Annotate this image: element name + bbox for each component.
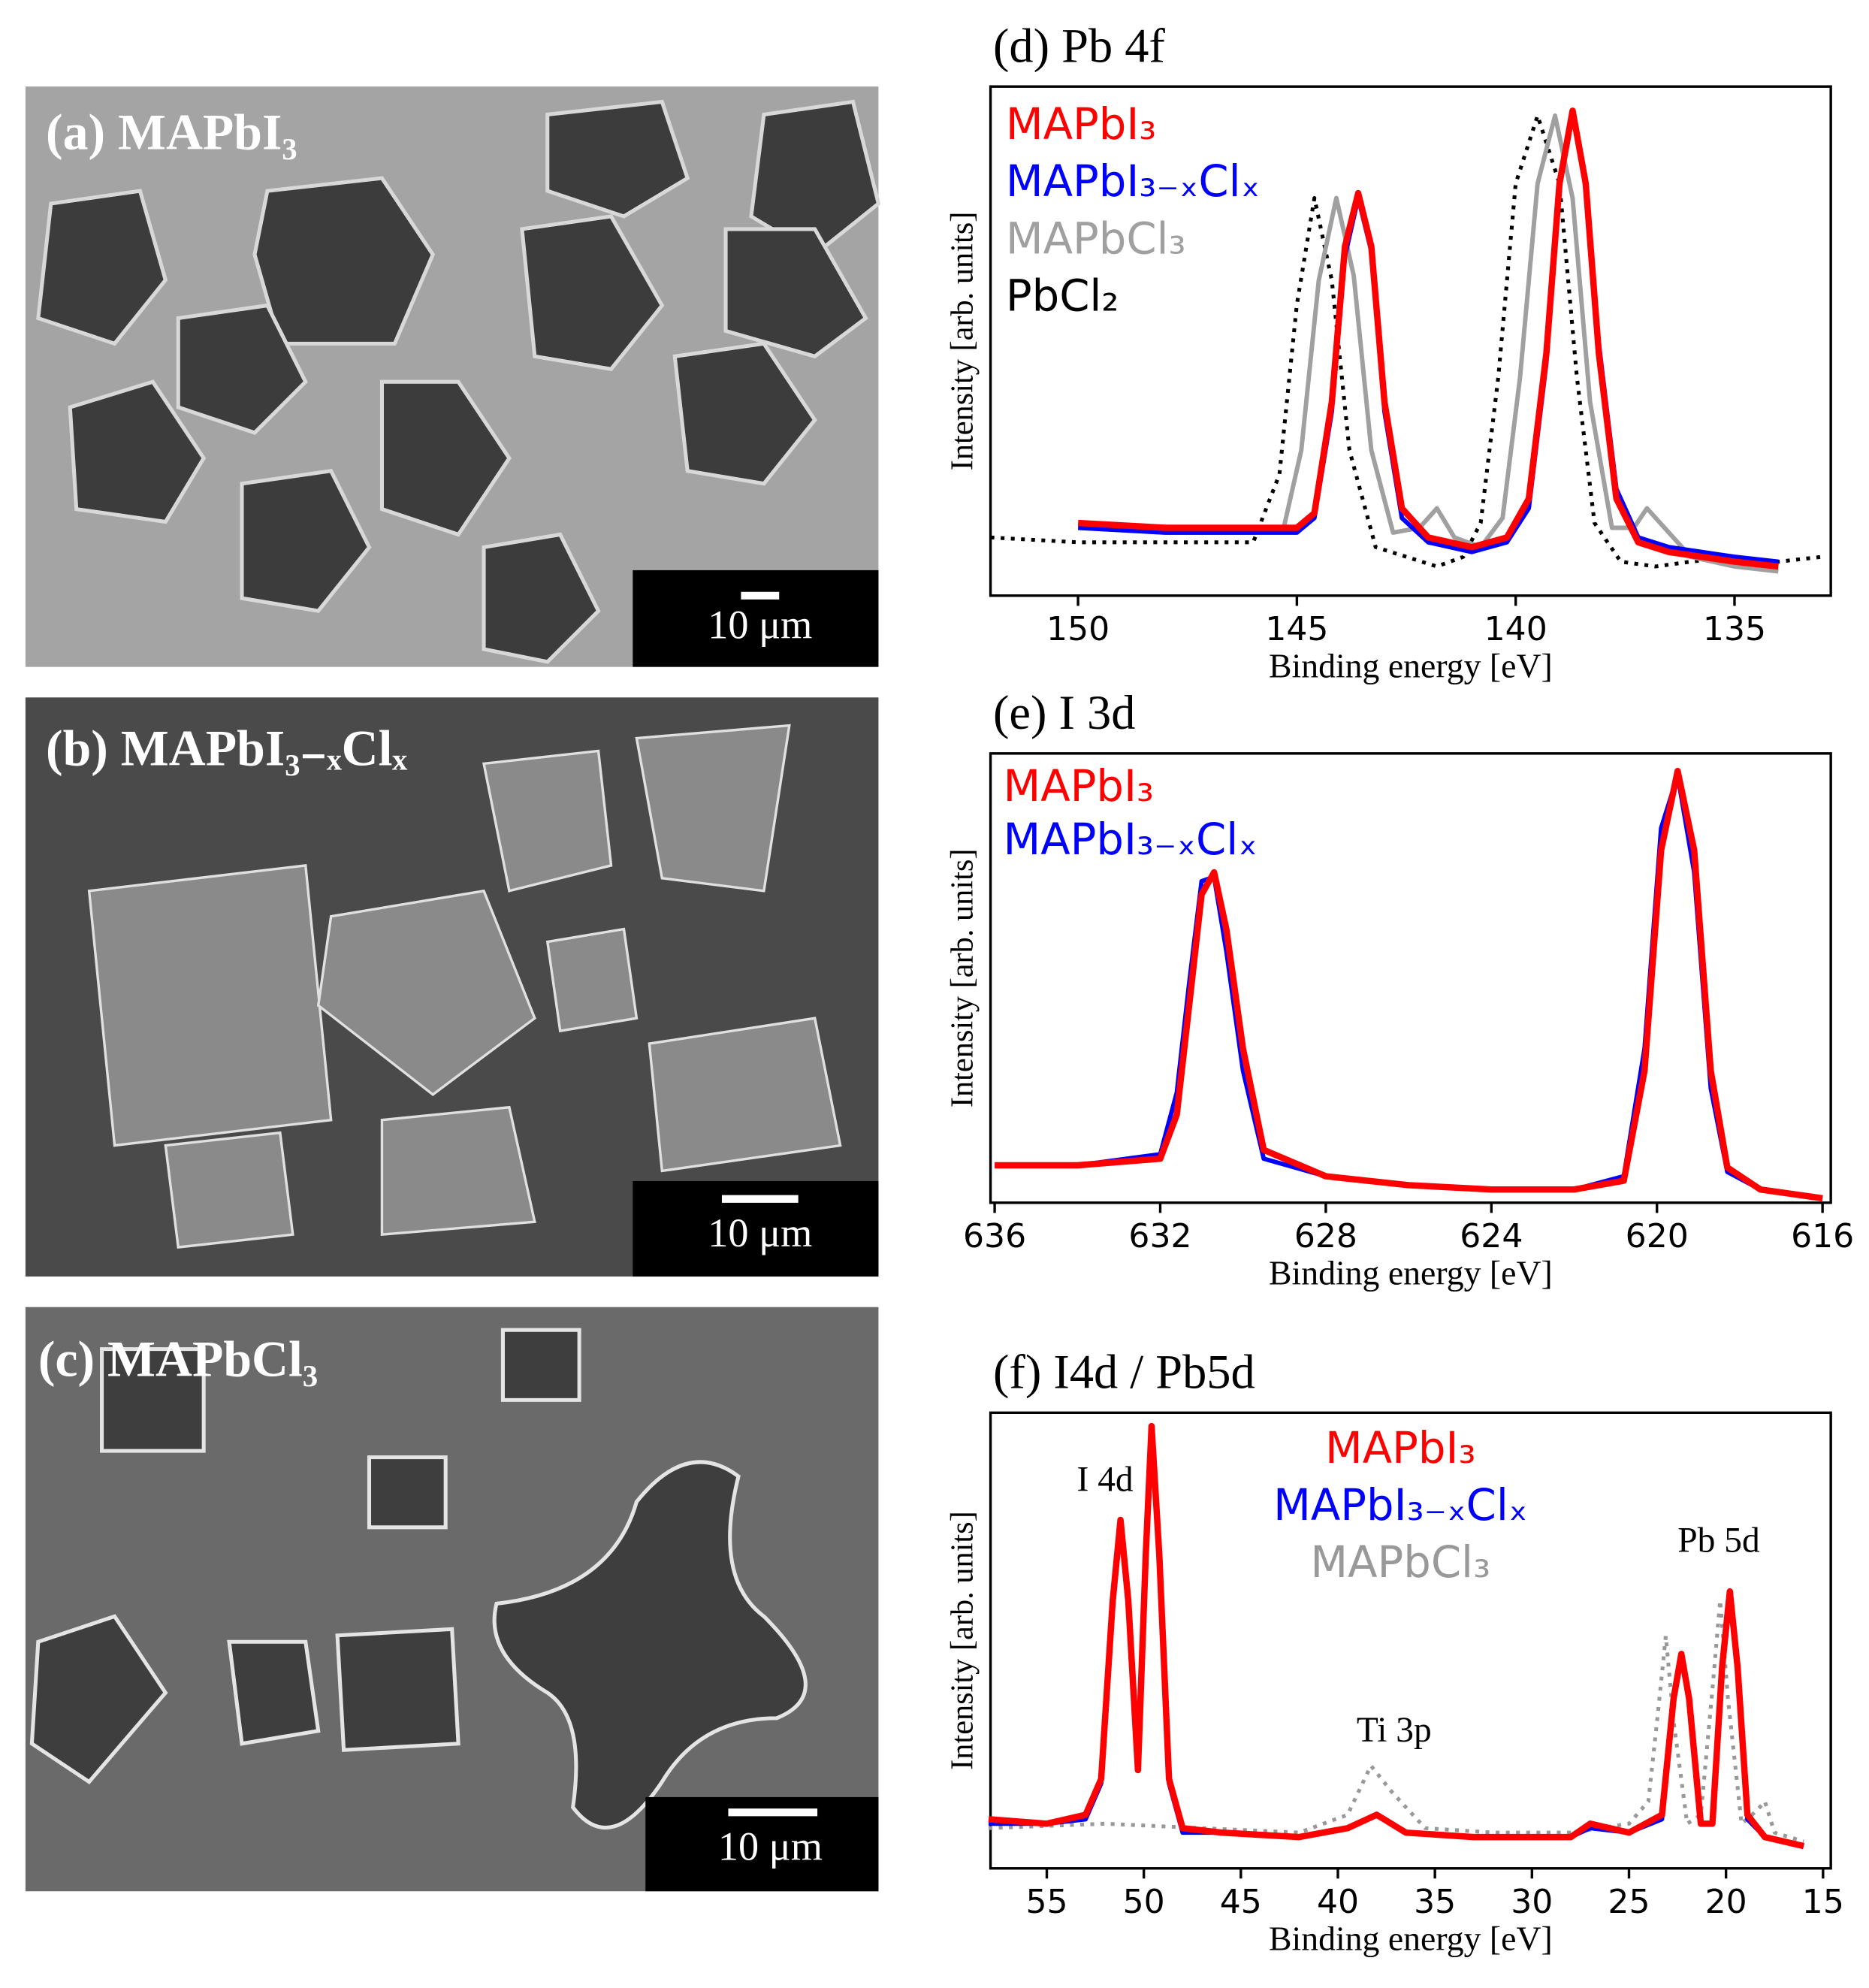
y-axis-label: Intensity [arb. units] <box>944 212 980 471</box>
y-axis-label: Intensity [arb. units] <box>944 1511 980 1770</box>
plot-frame <box>989 1411 1832 1870</box>
chart-title: (d) Pb 4f <box>993 20 1165 73</box>
annotation: Ti 3p <box>1357 1711 1432 1750</box>
x-tick-label: 620 <box>1626 1217 1689 1255</box>
x-tick-label: 35 <box>1414 1883 1456 1921</box>
series-line <box>1077 107 1779 570</box>
x-tick-label: 30 <box>1511 1883 1553 1921</box>
legend-entry: MAPbI₃ <box>1006 99 1157 150</box>
x-tick-label: 145 <box>1265 610 1328 648</box>
plot-frame <box>989 85 1832 597</box>
legend-entry: MAPbI₃₋ₓClₓ <box>1006 156 1260 207</box>
x-tick-label: 45 <box>1220 1883 1262 1921</box>
legend-entry: MAPbCl₃ <box>1006 213 1186 264</box>
scale-bar-label: 10 μm <box>708 602 812 647</box>
annotation: I 4d <box>1077 1460 1134 1499</box>
series-line <box>995 767 1823 1202</box>
series-line <box>990 113 1822 569</box>
legend-entry: MAPbI₃₋ₓClₓ <box>1004 814 1258 865</box>
x-tick-label: 40 <box>1317 1883 1359 1921</box>
x-tick-label: 624 <box>1460 1217 1523 1255</box>
panel-label: (c) MAPbCl₃ <box>38 1331 318 1388</box>
y-axis-label: Intensity [arb. units] <box>944 849 980 1108</box>
plot-frame <box>989 752 1832 1204</box>
legend-entry: MAPbCl₃ <box>1310 1537 1490 1588</box>
x-axis-label: Binding energy [eV] <box>1269 1920 1553 1958</box>
sem-a: 10 μm (a) MAPbI₃ <box>25 86 881 667</box>
x-tick-label: 616 <box>1791 1217 1854 1255</box>
x-tick-label: 25 <box>1608 1883 1650 1921</box>
panel-label: (b) MAPbI₃₋ₓClₓ <box>46 720 407 776</box>
scale-bar-label: 10 μm <box>718 1823 823 1869</box>
x-tick-label: 15 <box>1802 1883 1844 1921</box>
sem-b: 10 μm (b) MAPbI₃₋ₓClₓ <box>25 697 879 1277</box>
scale-bar-label: 10 μm <box>708 1210 812 1255</box>
x-tick-label: 20 <box>1705 1883 1747 1921</box>
legend-entry: MAPbI₃ <box>1325 1423 1476 1473</box>
x-axis-label: Binding energy [eV] <box>1269 647 1553 685</box>
legend-entry: MAPbI₃₋ₓClₓ <box>1273 1480 1527 1530</box>
sem-c: 10 μm (c) MAPbCl₃ <box>25 1307 879 1892</box>
x-tick-label: 55 <box>1025 1883 1067 1921</box>
legend-entry: MAPbI₃ <box>1004 761 1155 811</box>
x-tick-label: 140 <box>1484 610 1547 648</box>
x-tick-label: 135 <box>1703 610 1766 648</box>
chart-title: (f) I4d / Pb5d <box>993 1346 1255 1399</box>
x-tick-label: 636 <box>963 1217 1026 1255</box>
annotation: Pb 5d <box>1677 1521 1760 1560</box>
x-tick-label: 150 <box>1046 610 1110 648</box>
chart-title: (e) I 3d <box>993 686 1136 739</box>
x-tick-label: 628 <box>1294 1217 1357 1255</box>
x-tick-label: 632 <box>1128 1217 1191 1255</box>
panel-label: (a) MAPbI₃ <box>46 104 297 161</box>
x-axis-label: Binding energy [eV] <box>1269 1254 1553 1292</box>
legend-entry: PbCl₂ <box>1006 271 1119 322</box>
series-line <box>988 1422 1805 1850</box>
x-tick-label: 50 <box>1123 1883 1165 1921</box>
